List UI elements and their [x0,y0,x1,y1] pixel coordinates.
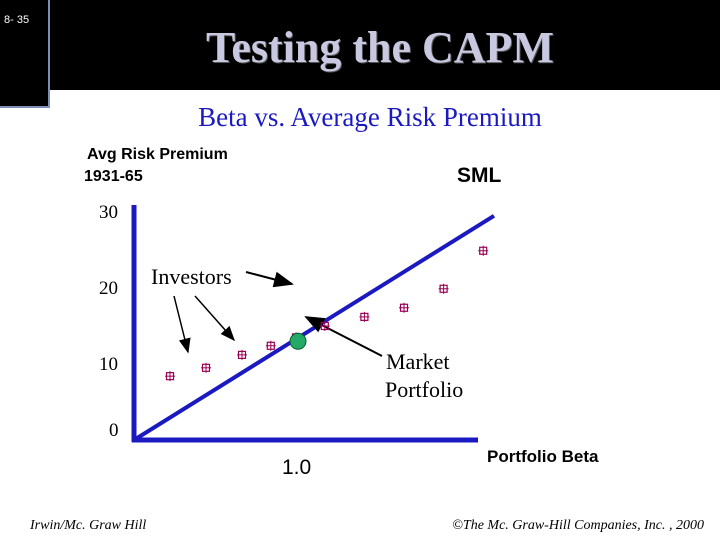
arrow-investors-left [173,295,191,354]
investor-point-4 [265,340,276,351]
slide-title: Testing the CAPM [206,23,554,72]
investor-point-2 [201,362,211,373]
sml-line-path [132,214,496,442]
axes [131,205,478,443]
annotation-arrows [173,271,383,357]
investor-point-9 [438,283,449,294]
investor-point-6 [319,321,330,331]
y-axis-label-line-2: 1931-65 [84,168,143,185]
header-bar [0,0,720,90]
y-tick-label-20: 20 [99,278,118,299]
investor-point-3 [237,349,247,360]
investor-point-7 [359,311,370,322]
y-tick-label-0: 0 [109,420,119,441]
chart-title: Beta vs. Average Risk Premium [198,102,542,132]
x-axis-title: Portfolio Beta [487,447,599,466]
arrow-investors-middle [194,295,235,342]
market-label-line-1: Market [386,349,450,374]
y-axis-label: Avg Risk Premium 1931-65 [84,146,228,185]
arrow-investors-right [245,271,294,288]
footer-publisher: Irwin/Mc. Graw Hill [30,518,147,533]
investor-point-8 [399,302,409,313]
y-ticks: 30 20 10 0 [99,202,119,441]
market-portfolio-point [289,332,307,350]
market-portfolio-group [289,332,307,350]
slide-number-box: 8- 35 [0,0,50,108]
sml-label: SML [457,164,502,187]
annotation-labels: Investors Market Portfolio [151,264,463,402]
y-tick-label-30: 30 [99,202,118,223]
investor-point-10 [478,245,489,256]
slide-number: 8- 35 [4,14,30,26]
arrow-market-portfolio [304,316,383,357]
y-tick-label-10: 10 [99,354,118,375]
x-ticks: 1.0 Portfolio Beta [282,447,599,479]
market-label-line-2: Portfolio [385,377,463,402]
footer-copyright: ©The Mc. Graw-Hill Companies, Inc. , 200… [452,518,704,533]
y-axis-label-line-1: Avg Risk Premium [87,146,228,163]
investors-label: Investors [151,264,232,289]
x-tick-label: 1.0 [282,456,311,479]
investor-point-1 [165,371,175,382]
